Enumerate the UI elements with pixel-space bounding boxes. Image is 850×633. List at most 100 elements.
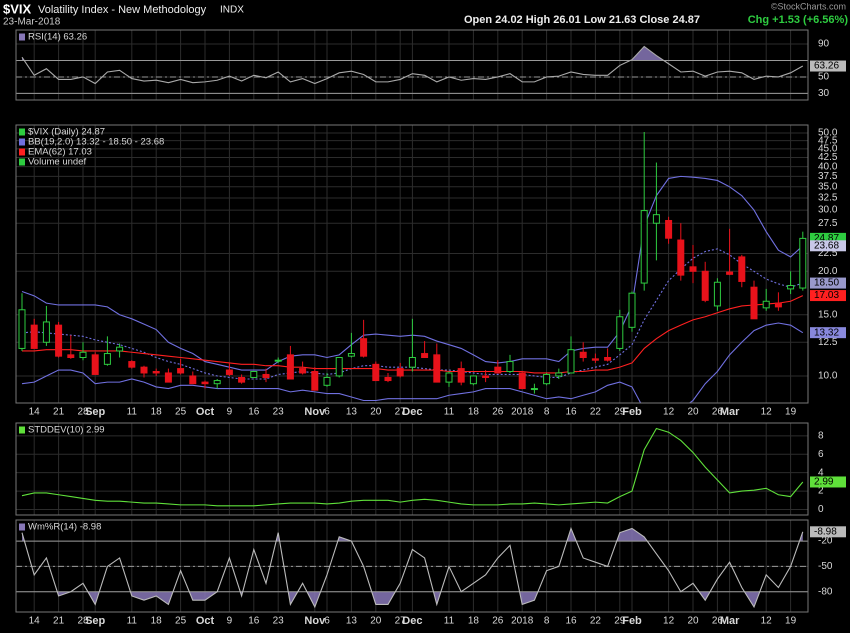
candle-body [494,366,502,374]
legend-label: Wm%R(14) -8.98 [28,522,101,533]
value-tag-label: 17.03 [814,290,839,301]
candle-body [250,370,258,378]
x-tick-label: 13 [346,407,358,418]
x-tick-label: 16 [565,616,577,627]
legend-label: RSI(14) 63.26 [28,32,87,43]
legend-swatch [19,426,25,434]
value-tag [810,526,846,538]
candle-body [55,324,63,357]
x-tick-label: Feb [622,615,642,627]
legend-label: EMA(62) 17.03 [28,147,92,158]
watermark: ©StockCharts.com [771,1,846,11]
shade-group [57,591,760,607]
candle-body [311,370,319,391]
x-tick-label: 18 [151,407,163,418]
candle-body [506,361,514,372]
candle-body [579,351,587,358]
candle-body [140,366,148,374]
x-tick-label: 23 [273,616,285,627]
value-tag [810,327,846,339]
plot-area [16,125,808,403]
x-tick-label: 12 [761,407,773,418]
candle-body [79,351,87,358]
candle-body [457,368,465,383]
x-tick-label: 11 [127,616,138,627]
candle-body [616,316,624,349]
x-tick-label: 20 [370,407,382,418]
legend-swatch [19,158,25,166]
value-tag-label: 63.26 [814,61,839,72]
value-tag [810,232,846,244]
x-tick-label: 2018 [511,616,534,627]
plot-area [16,30,808,100]
candle-body [604,356,612,361]
x-tick-label: 14 [29,616,41,627]
x-tick-label: 18 [468,407,480,418]
candle-body [360,338,368,357]
candle-body [116,346,124,352]
date: 23-Mar-2018 [3,17,61,28]
y-tick-label: 45.0 [818,143,838,154]
candle-body [396,368,404,377]
x-tick-label: 26 [492,407,504,418]
x-tick-label: 27 [395,616,407,627]
y-tick-label: 30 [818,88,830,99]
x-tick-label: Dec [402,615,422,627]
x-tick-label: 21 [53,616,65,627]
change: Chg +1.53 (+6.56%) [748,14,849,26]
candle-body [18,309,26,349]
candle-body [469,375,477,385]
y-tick-label: 50 [818,72,830,83]
x-tick-label: 20 [687,616,699,627]
x-tick-label: Nov [304,406,326,418]
y-tick-label: 8 [818,431,824,442]
y-tick-label: 6 [818,449,824,460]
x-tick-label: 9 [227,407,233,418]
legend-label: $VIX (Daily) 24.87 [28,127,105,138]
candle-body [152,370,160,374]
candle-body [628,292,636,328]
x-tick-label: 16 [248,616,260,627]
x-tick-label: Oct [196,406,215,418]
x-tick-label: 6 [324,407,330,418]
x-tick-label: 28 [77,616,89,627]
candle-body [262,373,270,378]
x-tick-label: 22 [590,616,602,627]
x-tick-label: 26 [712,616,724,627]
candle-body [299,368,307,374]
y-tick-label: 47.5 [818,135,838,146]
legend-label: BB(19,2.0) 13.32 - 18.50 - 23.68 [28,137,164,148]
candle-body [201,381,209,385]
legend-swatch [19,33,25,41]
x-tick-label: 25 [175,407,187,418]
value-tag [810,277,846,289]
x-tick-label: 18 [468,616,480,627]
x-tick-label: 18 [151,616,163,627]
x-tick-label: Sep [85,615,105,627]
legend-swatch [19,148,25,156]
y-tick-label: 27.5 [818,218,838,229]
legend-swatch [19,128,25,136]
x-tick-label: 12 [663,616,675,627]
candle-body [762,300,770,309]
y-tick-label: -20 [818,536,833,547]
y-tick-label: -80 [818,586,833,597]
x-tick-label: Mar [720,406,740,418]
candle-body [225,369,233,375]
candle-body [677,239,685,276]
x-tick-label: 11 [127,407,138,418]
x-tick-label: 11 [444,407,455,418]
x-tick-label: 8 [544,407,550,418]
candle-body [213,380,221,385]
candle-body [177,368,185,374]
value-tag [810,476,846,488]
x-tick-label: 11 [444,616,455,627]
value-tag-label: 13.32 [814,327,839,338]
x-tick-label: Feb [622,406,642,418]
x-tick-label: 25 [175,616,187,627]
x-tick-label: 26 [712,407,724,418]
x-tick-label: 2018 [511,407,534,418]
x-tick-label: 28 [77,407,89,418]
y-tick-label: -50 [818,561,833,572]
candle-body [323,376,331,386]
